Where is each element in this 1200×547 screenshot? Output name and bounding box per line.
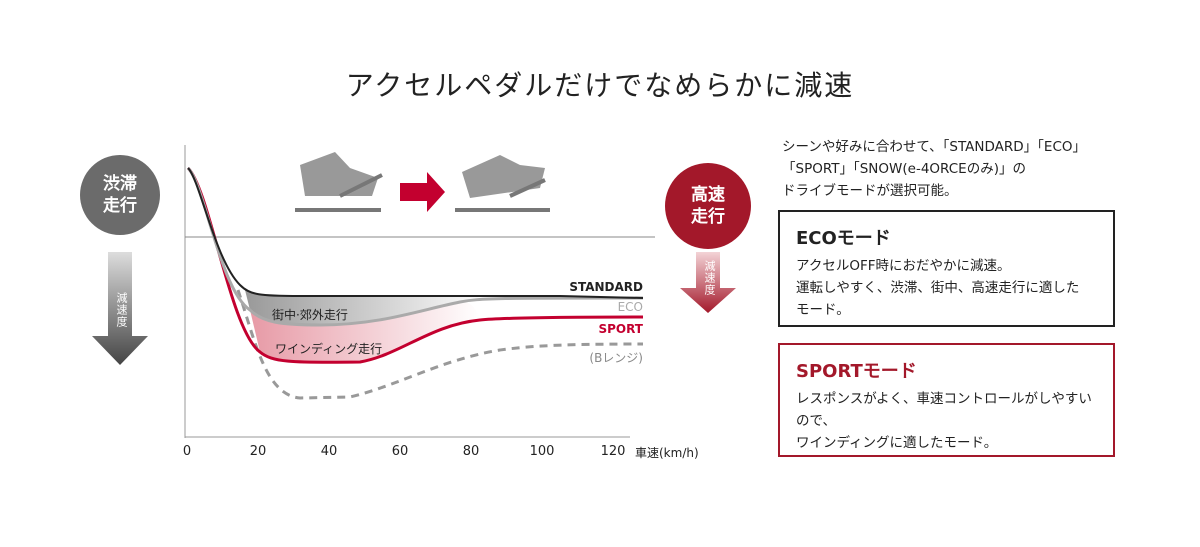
arrow-label: 減速度 bbox=[703, 260, 716, 296]
eco-box: ECOモード アクセルOFF時におだやかに減速。 運転しやすく、渋滞、街中、高速… bbox=[778, 210, 1115, 327]
intro-line: 「SPORT」「SNOW(e-4ORCEのみ)」の bbox=[782, 161, 1026, 177]
badge-line: 走行 bbox=[691, 207, 725, 227]
zone-city bbox=[245, 290, 490, 325]
box-line: モード。 bbox=[796, 302, 850, 318]
arrow-label: 減速度 bbox=[115, 292, 128, 328]
zone-label: ワインディング走行 bbox=[275, 342, 383, 356]
box-line: 運転しやすく、渋滞、街中、高速走行に適した bbox=[796, 280, 1080, 296]
curve-label: STANDARD bbox=[569, 280, 643, 294]
badge-line: 渋滞 bbox=[103, 174, 137, 194]
x-tick-label: 120 bbox=[600, 444, 626, 459]
zone-label: 街中·郊外走行 bbox=[272, 308, 348, 322]
right-arrow bbox=[680, 252, 736, 313]
curve-eco bbox=[186, 166, 644, 327]
box-line: ワインディングに適したモード。 bbox=[796, 435, 998, 451]
left-badge: 渋滞 走行 bbox=[80, 155, 160, 235]
x-tick-label: 80 bbox=[462, 444, 480, 459]
curve-label: ECO bbox=[617, 300, 643, 314]
intro-line: ドライブモードが選択可能。 bbox=[782, 183, 958, 199]
curve-label: SPORT bbox=[598, 322, 643, 336]
x-tick-label: 60 bbox=[391, 444, 409, 459]
curve-sport bbox=[186, 166, 644, 364]
title: アクセルペダルだけでなめらかに減速 bbox=[345, 69, 855, 102]
x-axis-label: 車速(km/h) bbox=[635, 446, 699, 460]
zone-winding bbox=[250, 301, 480, 363]
box-line: レスポンスがよく、車速コントロールがしやすいので、 bbox=[796, 391, 1092, 429]
badge-line: 高速 bbox=[691, 185, 725, 205]
pedal-icons bbox=[295, 152, 550, 212]
curve-standard bbox=[187, 167, 644, 299]
right-badge: 高速 走行 bbox=[665, 163, 751, 249]
x-tick-label: 40 bbox=[320, 444, 338, 459]
sport-box: SPORTモード レスポンスがよく、車速コントロールがしやすいので、 ワインディ… bbox=[778, 343, 1115, 457]
x-tick-label: 0 bbox=[182, 444, 192, 459]
box-line: アクセルOFF時におだやかに減速。 bbox=[796, 258, 1011, 274]
left-arrow bbox=[92, 252, 148, 365]
box-title: SPORTモード bbox=[796, 361, 917, 382]
x-tick-label: 20 bbox=[249, 444, 267, 459]
badge-line: 走行 bbox=[103, 196, 137, 216]
curve-label: (Bレンジ) bbox=[589, 351, 643, 365]
box-title: ECOモード bbox=[796, 228, 891, 249]
x-tick-label: 100 bbox=[529, 444, 555, 459]
intro: シーンや好みに合わせて、「STANDARD」「ECO」 「SPORT」「SNOW… bbox=[782, 136, 1086, 202]
intro-line: シーンや好みに合わせて、「STANDARD」「ECO」 bbox=[782, 139, 1087, 155]
